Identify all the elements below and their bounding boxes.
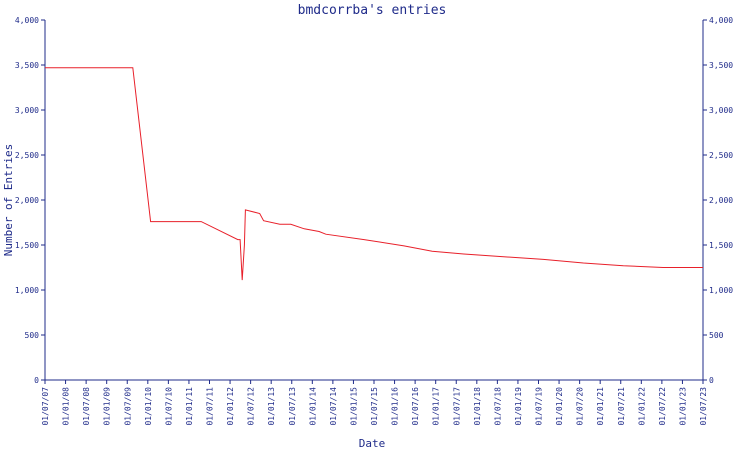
y-tick-label-right: 2,000 (709, 196, 733, 205)
x-tick-label: 01/07/09 (123, 387, 132, 426)
y-tick-label-right: 2,500 (709, 151, 733, 160)
y-tick-label-left: 3,500 (15, 61, 39, 70)
y-tick-label-left: 1,500 (15, 241, 39, 250)
x-tick-label: 01/01/13 (267, 387, 276, 426)
x-tick-label: 01/07/16 (411, 387, 420, 426)
x-tick-label: 01/07/13 (288, 387, 297, 426)
x-tick-label: 01/01/08 (62, 387, 71, 426)
x-axis-title: Date (359, 437, 386, 450)
y-tick-label-left: 0 (34, 376, 39, 385)
y-tick-label-left: 2,500 (15, 151, 39, 160)
x-tick-label: 01/07/22 (658, 387, 667, 426)
x-tick-label: 01/01/21 (596, 387, 605, 426)
x-tick-label: 01/07/14 (329, 387, 338, 426)
x-tick-label: 01/07/15 (370, 387, 379, 426)
y-axis-title: Number of Entries (2, 144, 15, 257)
x-tick-label: 01/07/11 (206, 387, 215, 426)
x-tick-label: 01/01/11 (185, 387, 194, 426)
x-tick-label: 01/07/10 (164, 387, 173, 426)
x-tick-label: 01/07/17 (452, 387, 461, 426)
x-tick-label: 01/01/23 (678, 387, 687, 426)
y-tick-label-left: 4,000 (15, 16, 39, 25)
x-tick-label: 01/07/23 (699, 387, 708, 426)
y-tick-label-left: 500 (25, 331, 40, 340)
y-tick-label-right: 500 (709, 331, 724, 340)
chart-title: bmdcorrba's entries (298, 3, 447, 18)
x-tick-label: 01/07/18 (493, 387, 502, 426)
x-tick-label: 01/01/10 (144, 387, 153, 426)
x-tick-label: 01/07/19 (535, 387, 544, 426)
y-tick-label-left: 1,000 (15, 286, 39, 295)
x-tick-label: 01/01/14 (308, 387, 317, 426)
x-tick-label: 01/01/12 (226, 387, 235, 426)
x-tick-label: 01/01/19 (514, 387, 523, 426)
y-tick-label-right: 3,000 (709, 106, 733, 115)
x-tick-label: 01/01/17 (432, 387, 441, 426)
x-tick-label: 01/07/20 (576, 387, 585, 426)
x-tick-label: 01/07/12 (247, 387, 256, 426)
x-tick-label: 01/01/20 (555, 387, 564, 426)
y-tick-label-right: 1,000 (709, 286, 733, 295)
x-tick-label: 01/01/09 (103, 387, 112, 426)
y-tick-label-right: 3,500 (709, 61, 733, 70)
x-tick-label: 01/01/18 (473, 387, 482, 426)
y-tick-label-left: 3,000 (15, 106, 39, 115)
x-tick-label: 01/01/15 (349, 387, 358, 426)
x-tick-label: 01/07/07 (41, 387, 50, 426)
y-tick-label-right: 4,000 (709, 16, 733, 25)
y-tick-label-right: 0 (709, 376, 714, 385)
series-line (45, 67, 703, 281)
x-tick-label: 01/07/21 (617, 387, 626, 426)
y-tick-label-left: 2,000 (15, 196, 39, 205)
y-tick-label-right: 1,500 (709, 241, 733, 250)
x-tick-label: 01/01/16 (391, 387, 400, 426)
x-tick-label: 01/07/08 (82, 387, 91, 426)
plot-area: 0 0 500 500 1,000 1,000 1,500 1,500 2,000 2,000 2,… (15, 16, 733, 426)
x-tick-label: 01/01/22 (637, 387, 646, 426)
